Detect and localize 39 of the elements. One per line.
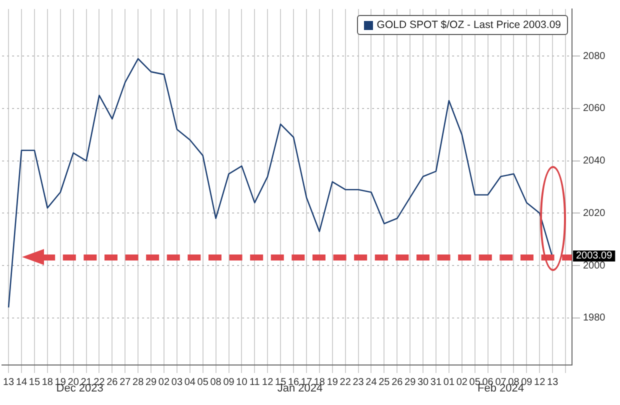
x-tick-label: 25 <box>378 376 390 388</box>
x-tick-label: 29 <box>404 376 416 388</box>
x-tick-label: 28 <box>132 376 144 388</box>
y-tick-label: 2000 <box>583 260 606 272</box>
ref-line-label: 2003.09 <box>576 250 613 262</box>
x-tick-label: 26 <box>106 376 118 388</box>
x-tick-label: 10 <box>236 376 248 388</box>
x-tick-label: 15 <box>28 376 40 388</box>
x-tick-label: 13 <box>3 376 15 388</box>
x-tick-label: 03 <box>171 376 183 388</box>
x-tick-label: 12 <box>262 376 274 388</box>
x-tick-label: 08 <box>210 376 222 388</box>
x-tick-label: 23 <box>352 376 364 388</box>
y-tick-label: 2060 <box>583 103 606 114</box>
y-tick-label: 2080 <box>583 50 606 62</box>
x-tick-label: 19 <box>326 376 338 388</box>
x-tick-label: 09 <box>223 376 235 388</box>
x-tick-label: 26 <box>392 376 404 388</box>
x-tick-label: 01 <box>443 376 455 388</box>
x-tick-label: 22 <box>340 376 352 388</box>
y-tick-label: 1980 <box>583 312 606 324</box>
x-tick-label: 24 <box>366 376 378 388</box>
x-tick-label: 27 <box>120 376 132 388</box>
legend-label: GOLD SPOT $/OZ - Last Price 2003.09 <box>376 19 561 31</box>
x-tick-label: 02 <box>456 376 468 388</box>
x-tick-label: 14 <box>16 376 28 388</box>
x-tick-label: 30 <box>417 376 430 388</box>
x-tick-label: 09 <box>521 376 533 388</box>
x-tick-label: 18 <box>42 376 54 388</box>
x-tick-label: 31 <box>430 376 442 388</box>
x-tick-label: 29 <box>145 376 158 388</box>
y-tick-label: 2020 <box>583 208 606 219</box>
x-tick-label: 12 <box>534 376 546 388</box>
y-tick-label: 2040 <box>583 156 606 167</box>
x-tick-label: 04 <box>184 376 196 388</box>
x-tick-label: 02 <box>158 376 170 388</box>
x-tick-label: 05 <box>197 376 209 388</box>
x-tick-label: 11 <box>249 376 260 388</box>
x-tick-label: 13 <box>547 376 559 388</box>
